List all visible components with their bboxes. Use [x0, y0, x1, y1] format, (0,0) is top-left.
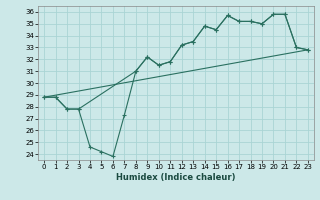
X-axis label: Humidex (Indice chaleur): Humidex (Indice chaleur) [116, 173, 236, 182]
